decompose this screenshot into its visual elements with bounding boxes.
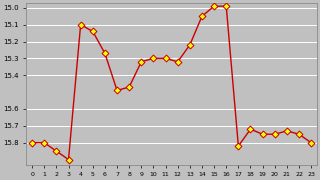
Point [212, 5, 217, 8]
Point [90, 30, 95, 33]
Point [284, 129, 290, 132]
Point [272, 133, 277, 136]
Point [260, 133, 265, 136]
Point [296, 133, 301, 136]
Point [115, 89, 120, 92]
Point [29, 141, 35, 144]
Point [66, 158, 71, 161]
Point [102, 52, 108, 55]
Point [248, 128, 253, 131]
Point [308, 141, 314, 144]
Point [163, 57, 168, 60]
Point [236, 145, 241, 147]
Point [175, 60, 180, 63]
Point [139, 60, 144, 63]
Point [151, 57, 156, 60]
Point [42, 141, 47, 144]
Point [127, 86, 132, 89]
Point [187, 44, 192, 46]
Point [78, 23, 83, 26]
Point [54, 150, 59, 152]
Point [224, 5, 229, 8]
Point [199, 15, 204, 18]
